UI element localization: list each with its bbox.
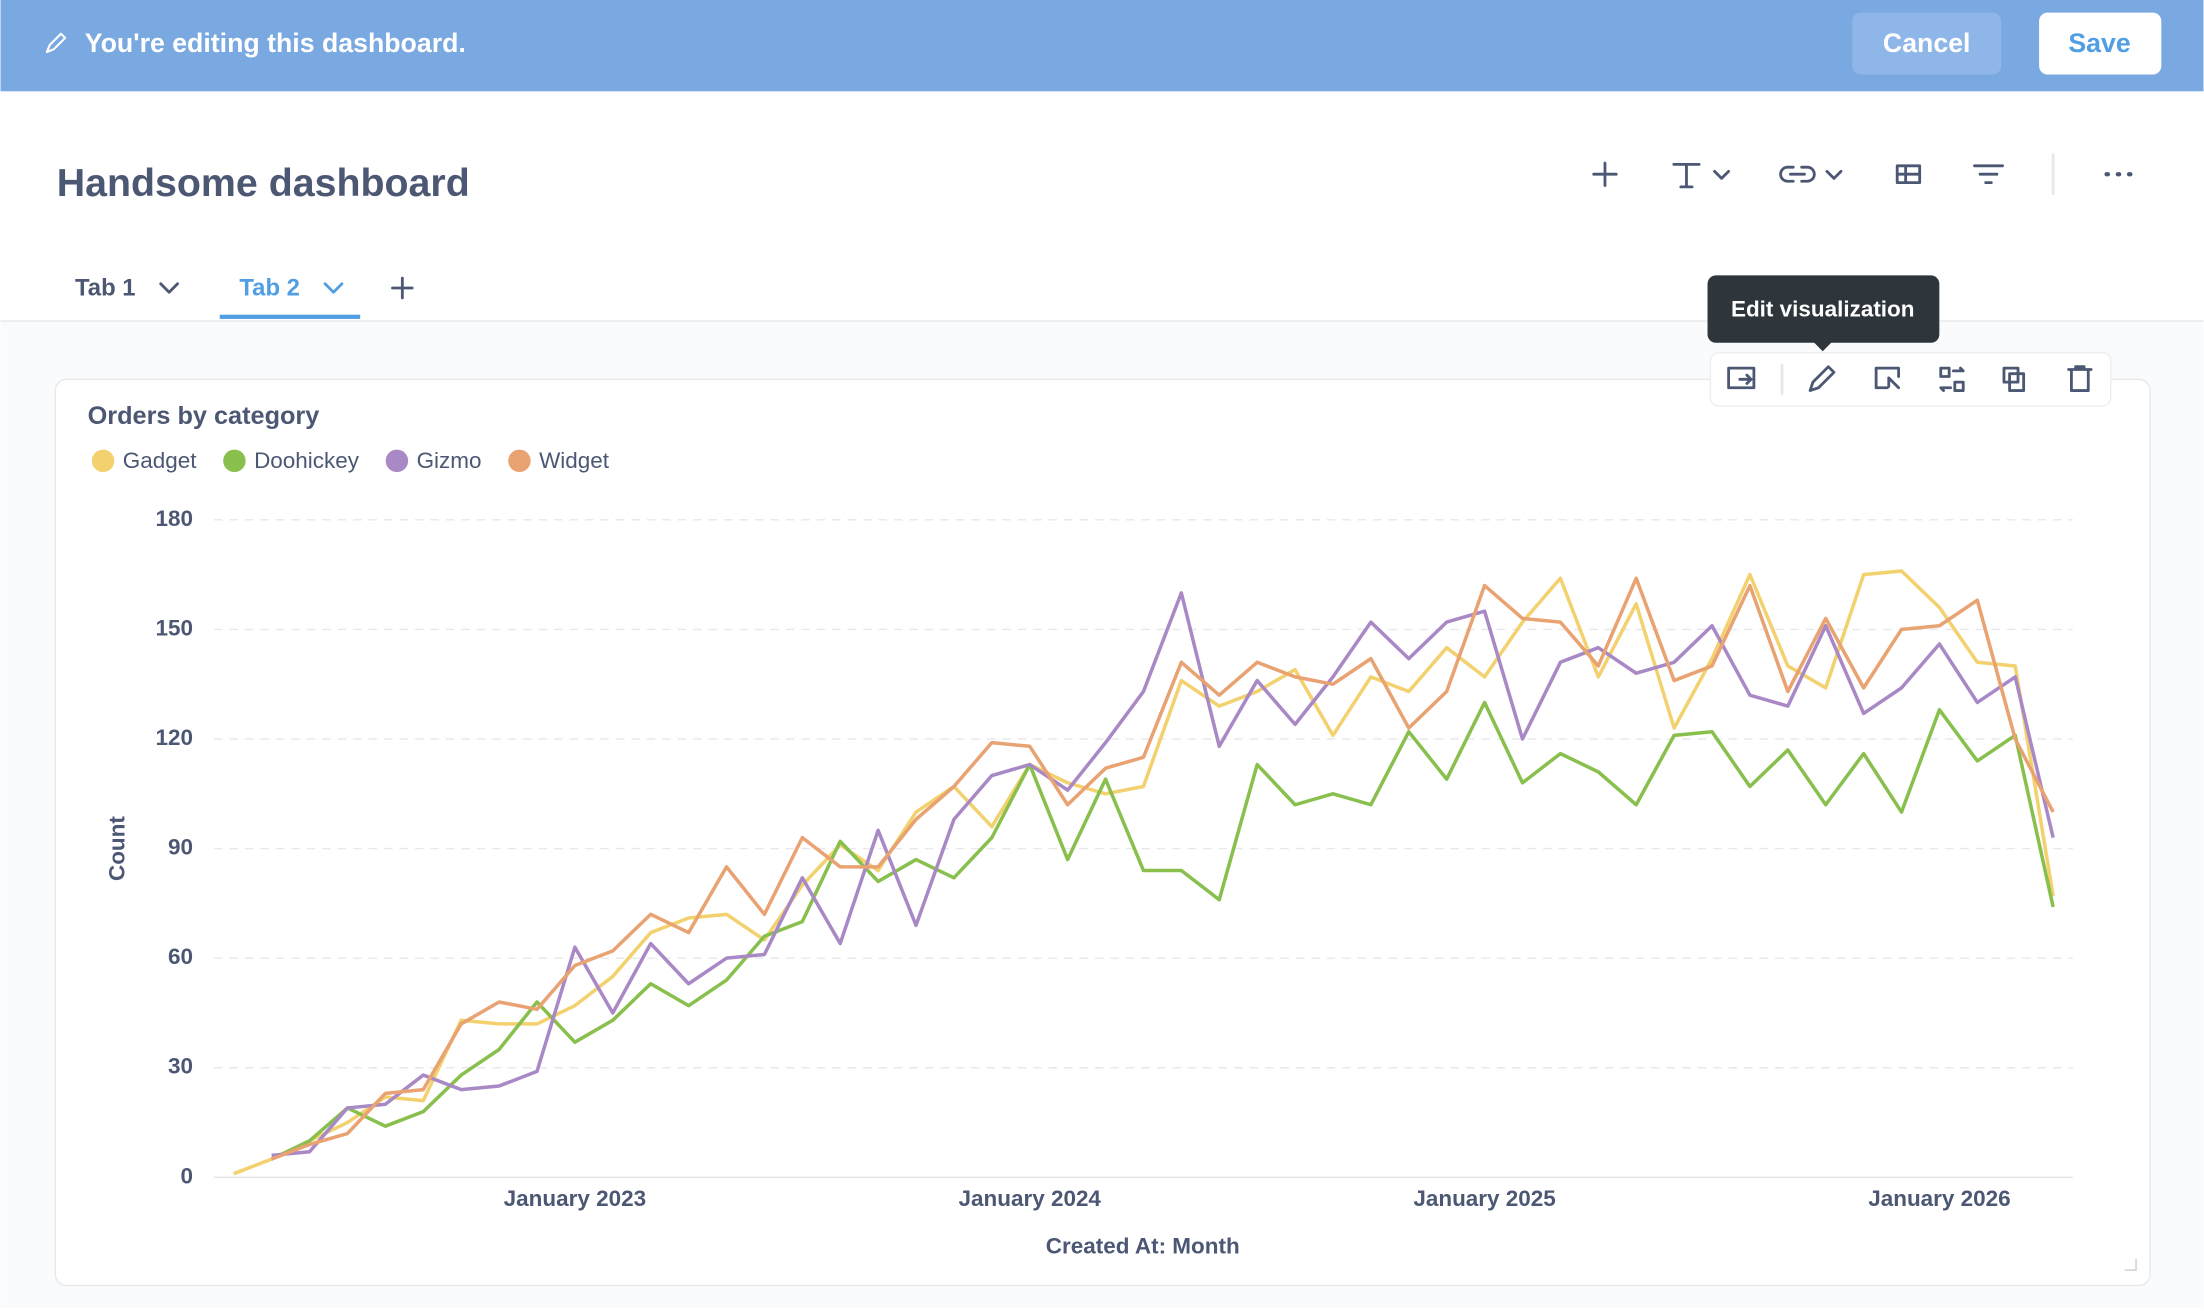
filter-icon[interactable]: [1973, 164, 2004, 185]
replace-icon[interactable]: [1727, 366, 1756, 390]
y-tick-label: 120: [156, 725, 194, 750]
duplicate-icon[interactable]: [2002, 366, 2026, 392]
card-action-icons: [1727, 363, 2093, 395]
add-tab[interactable]: [391, 276, 414, 300]
y-tick-label: 30: [168, 1054, 193, 1079]
legend-item: Gadget: [91, 448, 197, 473]
y-tick-label: 90: [168, 835, 193, 860]
text-icon[interactable]: [1672, 162, 1731, 189]
legend-swatch: [91, 449, 115, 473]
dashboard-title[interactable]: Handsome dashboard: [57, 161, 470, 205]
series-line: [233, 569, 2055, 1176]
x-tick-label: January 2023: [504, 1186, 646, 1211]
x-tick-label: January 2025: [1413, 1186, 1555, 1211]
legend-label: Gizmo: [417, 448, 482, 473]
save-label[interactable]: Save: [2068, 28, 2130, 58]
series-icon[interactable]: [1939, 366, 1965, 392]
delete-icon[interactable]: [2067, 365, 2093, 392]
add-icon[interactable]: [1592, 161, 1618, 187]
link-icon[interactable]: [1779, 165, 1843, 183]
tab[interactable]: Tab 1: [75, 275, 136, 302]
section-icon[interactable]: [1895, 164, 1922, 185]
save-button[interactable]: [2039, 12, 2162, 75]
legend-swatch: [508, 449, 531, 473]
legend-label: Widget: [539, 448, 610, 473]
edit-icon[interactable]: [1808, 365, 1836, 392]
tooltip: [1707, 275, 1940, 343]
legend-label: Gadget: [123, 448, 197, 473]
y-tick-label: 0: [181, 1163, 194, 1188]
series-line: [271, 576, 2055, 1161]
toolbar: [1592, 153, 2133, 196]
series-line: [271, 591, 2055, 1158]
card: [54, 378, 2151, 1287]
tab-underline: [219, 314, 361, 319]
pencil-icon: [45, 32, 67, 54]
resize-handle[interactable]: [2124, 1258, 2137, 1271]
tooltip-text: Edit visualization: [1731, 296, 1915, 321]
banner-text: You're editing this dashboard.: [85, 28, 466, 58]
x-tick-label: January 2026: [1868, 1186, 2010, 1211]
tab-menu[interactable]: [159, 282, 179, 294]
card-actions: [1709, 351, 2112, 407]
edit-banner: [0, 0, 2204, 92]
legend-swatch: [223, 449, 246, 473]
click-behavior-icon[interactable]: [1874, 366, 1901, 390]
cancel-button[interactable]: [1852, 12, 2002, 75]
x-axis-title: Created At: Month: [1046, 1234, 1240, 1259]
legend-item: Widget: [508, 448, 610, 473]
y-tick-label: 60: [168, 944, 193, 969]
legend-item: Doohickey: [223, 448, 360, 473]
series-line: [270, 700, 2055, 1161]
legend-item: Gizmo: [385, 448, 482, 473]
tab-menu[interactable]: [323, 282, 344, 294]
chart-title: Orders by category: [88, 402, 320, 430]
y-tick-label: 150: [156, 615, 194, 640]
cancel-label[interactable]: Cancel: [1883, 28, 1971, 58]
tab-active[interactable]: Tab 2: [239, 275, 300, 302]
legend-swatch: [385, 449, 409, 473]
y-axis-title: Count: [104, 816, 129, 881]
x-tick-label: January 2024: [959, 1186, 1102, 1211]
legend-label: Doohickey: [254, 448, 360, 473]
y-tick-label: 180: [156, 506, 194, 531]
